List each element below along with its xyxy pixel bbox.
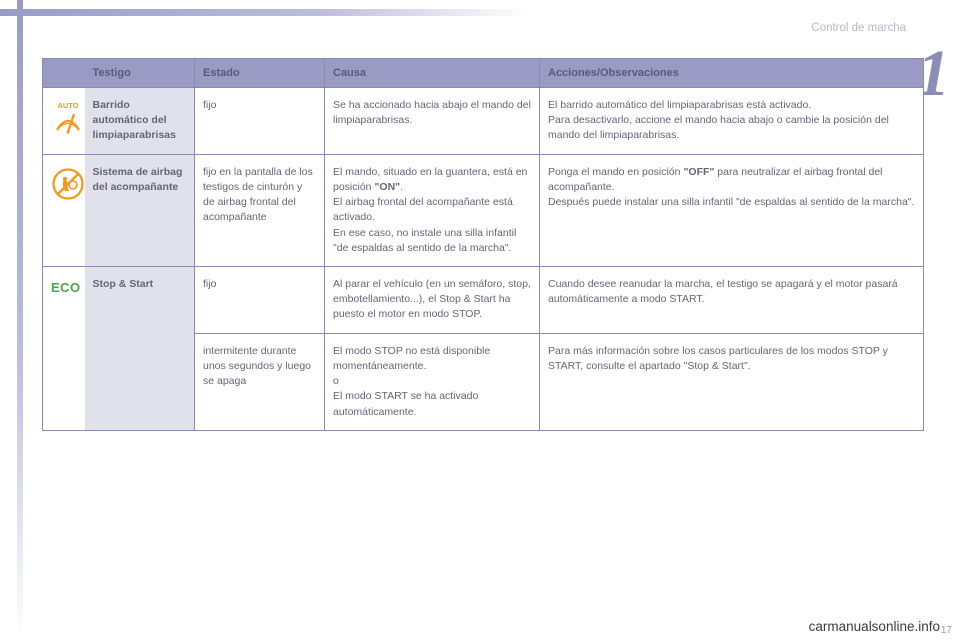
eco-icon: ECO xyxy=(51,279,87,297)
indicator-state: fijo xyxy=(195,88,325,155)
indicator-state: fijo xyxy=(195,266,325,333)
col-acciones: Acciones/Observaciones xyxy=(540,59,924,88)
indicator-cause: El modo STOP no está disponible momentán… xyxy=(325,333,540,430)
indicator-actions: Ponga el mando en posición "OFF" para ne… xyxy=(540,154,924,266)
indicator-name: Sistema de airbag del acompañante xyxy=(85,154,195,266)
col-estado: Estado xyxy=(195,59,325,88)
footer-url: carmanualsonline.info xyxy=(809,619,940,634)
icon-cell: AUTO xyxy=(43,88,85,155)
indicator-actions: Cuando desee reanudar la marcha, el test… xyxy=(540,266,924,333)
svg-text:ECO: ECO xyxy=(51,280,81,295)
indicator-cause: El mando, situado en la guantera, está e… xyxy=(325,154,540,266)
page-number: 17 xyxy=(941,625,952,636)
indicator-name: Stop & Start xyxy=(85,266,195,430)
table-row: ECO Stop & Start fijo Al parar el vehícu… xyxy=(43,266,924,333)
top-gradient-bar xyxy=(0,9,530,16)
indicator-cause: Al parar el vehículo (en un semáforo, st… xyxy=(325,266,540,333)
icon-cell xyxy=(43,154,85,266)
auto-wiper-icon: AUTO xyxy=(51,100,85,136)
indicator-actions: El barrido automático del limpiaparabris… xyxy=(540,88,924,155)
indicator-state: fijo en la pantalla de los testigos de c… xyxy=(195,154,325,266)
col-testigo-icon xyxy=(43,59,85,88)
indicator-actions: Para más información sobre los casos par… xyxy=(540,333,924,430)
indicators-table: Testigo Estado Causa Acciones/Observacio… xyxy=(42,58,924,431)
svg-text:AUTO: AUTO xyxy=(57,101,78,110)
airbag-off-icon xyxy=(51,167,85,201)
table-row: Sistema de airbag del acompañante fijo e… xyxy=(43,154,924,266)
icon-cell: ECO xyxy=(43,266,85,430)
section-label: Control de marcha xyxy=(811,22,906,34)
table-container: Testigo Estado Causa Acciones/Observacio… xyxy=(42,58,924,431)
indicator-name: Barrido automático del limpiaparabrisas xyxy=(85,88,195,155)
col-causa: Causa xyxy=(325,59,540,88)
page: Control de marcha 1 Testigo Estado Causa… xyxy=(0,0,960,640)
table-row: AUTO Barrido automático del limpiaparabr… xyxy=(43,88,924,155)
table-header-row: Testigo Estado Causa Acciones/Observacio… xyxy=(43,59,924,88)
side-gradient-bar xyxy=(17,0,23,640)
col-testigo: Testigo xyxy=(85,59,195,88)
indicator-cause: Se ha accionado hacia abajo el mando del… xyxy=(325,88,540,155)
indicator-state: intermitente durante unos segundos y lue… xyxy=(195,333,325,430)
